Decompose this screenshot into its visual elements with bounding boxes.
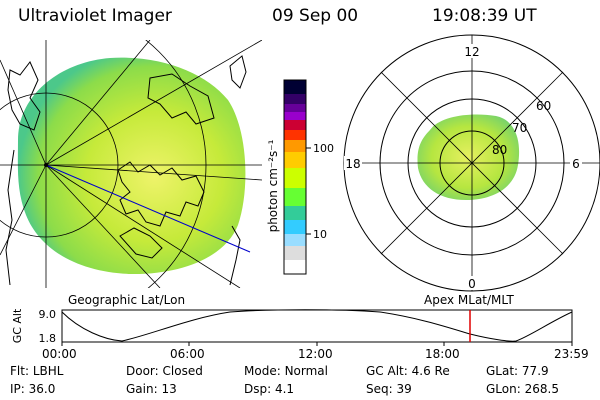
gc-alt-field: GC Alt: 4.6 Re <box>366 364 450 378</box>
imager-title: Ultraviolet Imager <box>18 6 172 26</box>
altitude-curve <box>61 309 573 342</box>
mlt-label-12: 12 <box>464 45 479 59</box>
glat-field: GLat: 77.9 <box>486 364 549 378</box>
coastline <box>229 55 247 89</box>
mlat-label-80: 80 <box>492 143 507 157</box>
time-tick-1200: 12:00 <box>298 347 333 361</box>
mlt-label-0: 0 <box>468 277 476 291</box>
coastline <box>119 227 163 259</box>
colorbar-unit-label: photon cm⁻²s⁻¹ <box>266 139 280 232</box>
gain-field: Gain: 13 <box>126 382 177 396</box>
ip-field: IP: 36.0 <box>10 382 56 396</box>
coastline <box>7 61 41 131</box>
observation-date: 09 Sep 00 <box>272 6 359 26</box>
altitude-plot: GC Alt 9.0 1.8 <box>11 308 573 346</box>
mode-field: Mode: Normal <box>244 364 328 378</box>
observation-time: 19:08:39 UT <box>432 6 537 26</box>
coastline <box>5 149 15 286</box>
time-tick-2359: 23:59 <box>554 347 589 361</box>
auroral-oval <box>417 114 520 200</box>
mlat-panel-label: Apex MLat/MLT <box>424 293 514 307</box>
door-field: Door: Closed <box>126 364 203 378</box>
mlt-label-6: 6 <box>572 157 580 171</box>
mlat-label-60: 60 <box>536 99 551 113</box>
altitude-min-label: 1.8 <box>39 332 57 345</box>
geographic-map-panel <box>0 40 262 288</box>
time-tick-0600: 06:00 <box>170 347 205 361</box>
mlat-label-70: 70 <box>512 121 527 135</box>
time-tick-0000: 00:00 <box>42 347 77 361</box>
dsp-field: Dsp: 4.1 <box>244 382 295 396</box>
filter-field: Flt: LBHL <box>10 364 64 378</box>
coastline <box>117 161 205 227</box>
coastline <box>147 73 215 125</box>
altitude-axis-label: GC Alt <box>11 308 24 343</box>
geographic-pole-marker <box>44 163 48 167</box>
altitude-max-label: 9.0 <box>39 308 57 321</box>
colorbar-tick-10: 10 <box>313 228 327 241</box>
colorbar-tick-100: 100 <box>313 142 334 155</box>
mlt-polar-panel: 12 6 0 18 60 70 80 <box>343 34 600 292</box>
coastline <box>229 225 241 286</box>
time-tick-1800: 18:00 <box>425 347 460 361</box>
colorbar: 100 10 photon cm⁻²s⁻¹ <box>266 79 334 275</box>
seq-field: Seq: 39 <box>366 382 412 396</box>
mlt-label-18: 18 <box>345 157 360 171</box>
glon-field: GLon: 268.5 <box>486 382 559 396</box>
spacecraft-track <box>45 164 251 253</box>
uv-emission-blob <box>17 57 246 275</box>
geographic-panel-label: Geographic Lat/Lon <box>68 293 186 307</box>
